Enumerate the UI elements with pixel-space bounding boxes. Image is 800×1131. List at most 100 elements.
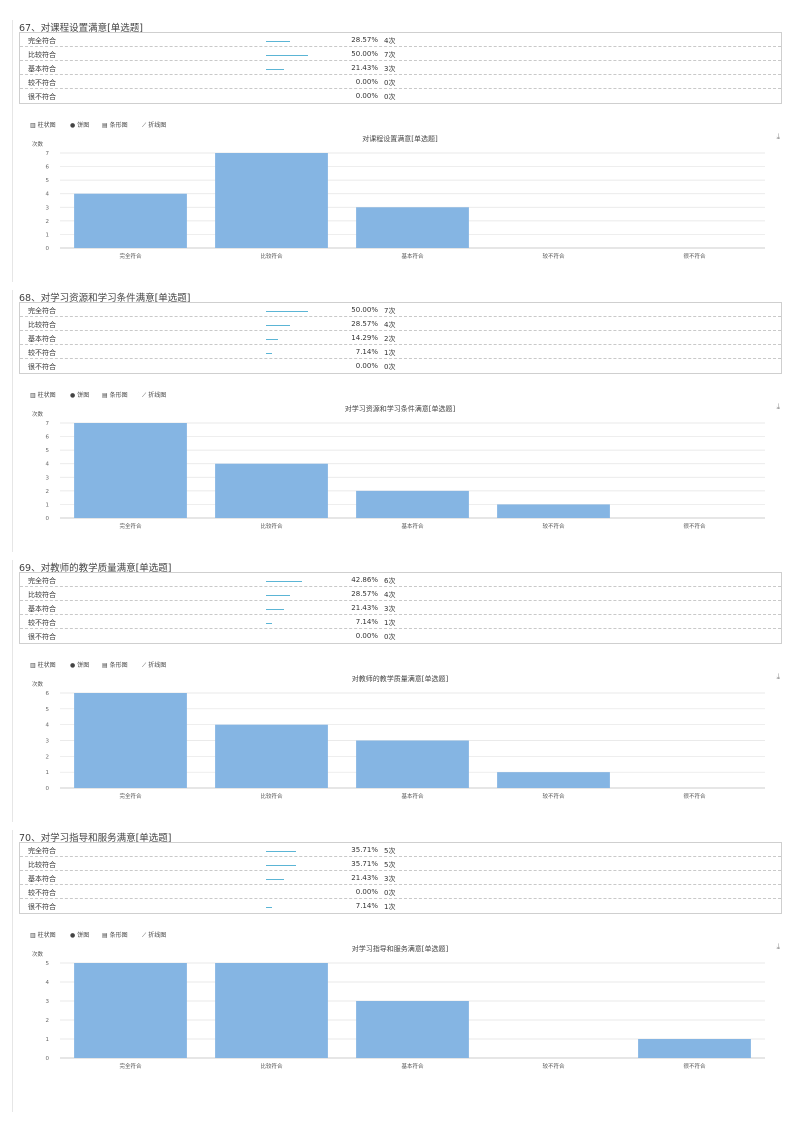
download-icon[interactable]: ⤓ [776,132,780,141]
count-value: 0次 [384,363,396,371]
section-border [12,290,13,552]
percent-value: 7.14% [355,618,378,626]
percent-minibar [266,879,284,880]
y-tick-label: 3 [46,999,50,1005]
bar-chart-tab[interactable]: ▥ 柱状图 [30,122,56,129]
x-tick-label: 完全符合 [119,792,142,800]
y-tick-label: 5 [46,178,50,184]
percent-minibar [266,311,308,312]
x-tick-label: 基本符合 [401,252,424,260]
bar-chart-tab[interactable]: ▥ 柱状图 [30,392,56,399]
y-tick-label: 7 [46,151,50,157]
percent-value: 50.00% [351,50,378,58]
pie-chart-tab[interactable]: ● 饼图 [70,932,90,939]
option-label: 比较符合 [28,321,56,329]
percent-value: 42.86% [351,576,378,584]
stats-table: 完全符合 42.86% 6次 比较符合 28.57% 4次 基本符合 21.43% 3次 较… [19,572,782,644]
x-tick-label: 基本符合 [401,1062,424,1070]
pie-chart-tab[interactable]: ● 饼图 [70,662,90,669]
bar [215,963,328,1058]
chart-title: 对学习指导和服务满意[单选题] [351,945,449,953]
line-chart-tab[interactable]: ⟋ 折线图 [142,392,167,399]
option-label: 很不符合 [28,903,56,911]
table-row: 较不符合 7.14% 1次 [20,615,781,629]
download-icon[interactable]: ⤓ [776,402,780,411]
x-tick-label: 基本符合 [401,792,424,800]
count-value: 3次 [384,605,396,613]
bar-chart-tab[interactable]: ▥ 柱状图 [30,932,56,939]
table-row: 比较符合 35.71% 5次 [20,857,781,871]
count-value: 3次 [384,65,396,73]
y-tick-label: 3 [46,205,50,211]
y-tick-label: 1 [46,232,50,238]
bar [74,423,187,518]
hbar-chart-tab[interactable]: ▤ 条形图 [102,122,128,129]
percent-minibar [266,339,278,340]
download-icon[interactable]: ⤓ [776,942,780,951]
hbar-chart-tab[interactable]: ▤ 条形图 [102,932,128,939]
x-tick-label: 较不符合 [542,522,565,530]
bar [356,740,469,788]
table-row: 完全符合 50.00% 7次 [20,303,781,317]
bar [74,963,187,1058]
table-row: 很不符合 7.14% 1次 [20,899,781,913]
table-row: 完全符合 28.57% 4次 [20,33,781,47]
bar [356,1001,469,1058]
bar [497,504,610,518]
percent-value: 14.29% [351,334,378,342]
chart-title: 对学习资源和学习条件满意[单选题] [344,405,456,413]
y-tick-label: 6 [46,691,50,697]
bar-chart-icon: ▥ [30,122,36,129]
bar [638,1039,751,1058]
bar-chart: 次数 0 1 2 3 4 5 6 7 完全符合 比较符合 基本符合 较不符合 很不符合 [32,410,765,530]
percent-minibar [266,41,290,42]
bar [356,207,469,248]
download-icon[interactable]: ⤓ [776,672,780,681]
x-tick-label: 很不符合 [683,792,706,800]
question-title: 69、对教师的教学质量满意[单选题] [19,563,172,574]
table-row: 基本符合 21.43% 3次 [20,61,781,75]
y-tick-label: 6 [46,435,50,441]
line-chart-tab[interactable]: ⟋ 折线图 [142,122,167,129]
hbar-chart-tab[interactable]: ▤ 条形图 [102,662,128,669]
stats-table: 完全符合 50.00% 7次 比较符合 28.57% 4次 基本符合 14.29% 2次 较… [19,302,782,374]
y-tick-label: 0 [46,246,50,252]
count-value: 7次 [384,51,396,59]
pie-chart-icon: ● [70,392,76,399]
y-tick-label: 6 [46,165,50,171]
bar-chart-icon: ▥ [30,932,36,939]
percent-value: 28.57% [351,320,378,328]
line-chart-tab[interactable]: ⟋ 折线图 [142,662,167,669]
y-tick-label: 0 [46,516,50,522]
x-tick-label: 很不符合 [683,252,706,260]
y-tick-label: 4 [46,723,50,729]
x-tick-label: 比较符合 [260,792,283,800]
bar-chart-tab[interactable]: ▥ 柱状图 [30,662,56,669]
line-chart-icon: ⟋ [142,122,147,129]
y-axis-label: 次数 [32,950,44,958]
y-tick-label: 2 [46,219,50,225]
table-row: 完全符合 35.71% 5次 [20,843,781,857]
stats-table: 完全符合 28.57% 4次 比较符合 50.00% 7次 基本符合 21.43% 3次 较… [19,32,782,104]
x-tick-label: 很不符合 [683,522,706,530]
question-title: 70、对学习指导和服务满意[单选题] [19,833,172,844]
x-tick-label: 很不符合 [683,1062,706,1070]
count-value: 2次 [384,335,396,343]
percent-minibar [266,907,272,908]
line-chart-tab[interactable]: ⟋ 折线图 [142,932,167,939]
percent-value: 21.43% [351,874,378,882]
bar [215,153,328,248]
line-chart-icon: ⟋ [142,392,147,399]
table-row: 基本符合 21.43% 3次 [20,601,781,615]
count-value: 0次 [384,633,396,641]
pie-chart-icon: ● [70,122,76,129]
x-tick-label: 较不符合 [542,792,565,800]
y-tick-label: 5 [46,961,50,967]
option-label: 比较符合 [28,591,56,599]
option-label: 比较符合 [28,51,56,59]
pie-chart-tab[interactable]: ● 饼图 [70,392,90,399]
pie-chart-tab[interactable]: ● 饼图 [70,122,90,129]
hbar-chart-tab[interactable]: ▤ 条形图 [102,392,128,399]
percent-minibar [266,55,308,56]
section-border [12,560,13,822]
